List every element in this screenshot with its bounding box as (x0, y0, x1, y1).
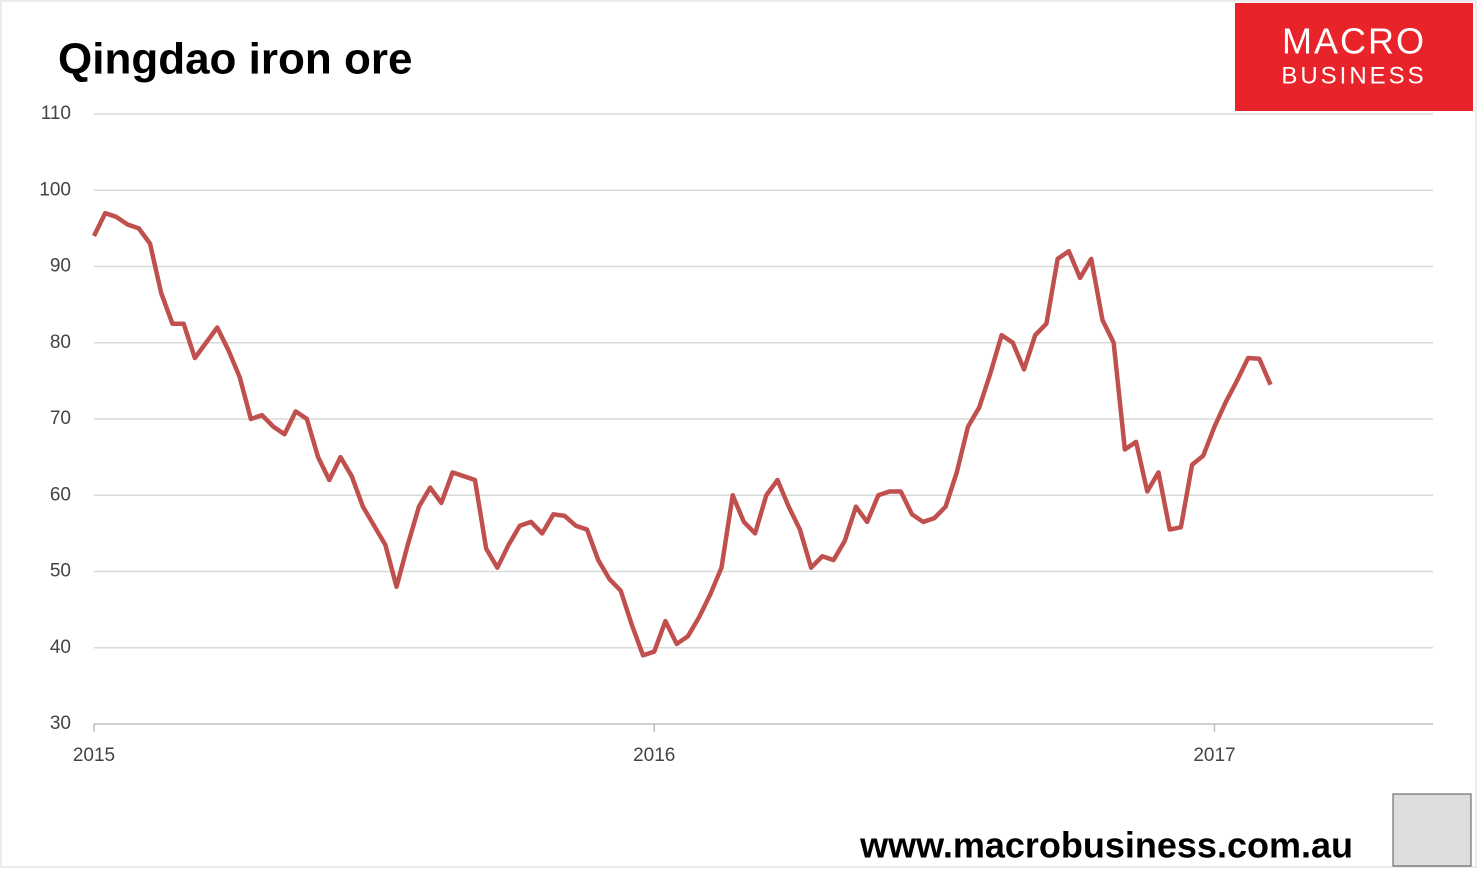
logo-text: BUSINESS (1281, 62, 1426, 89)
y-tick-label: 80 (50, 332, 71, 353)
x-tick-label: 2017 (1193, 745, 1235, 766)
fox-image (1392, 793, 1472, 867)
y-tick-label: 100 (39, 179, 71, 200)
logo-text: MACRO (1282, 21, 1426, 62)
y-tick-label: 50 (50, 561, 71, 582)
chart-title: Qingdao iron ore (58, 35, 412, 84)
footer-url: www.macrobusiness.com.au (859, 825, 1353, 866)
y-tick-label: 110 (41, 103, 71, 124)
y-tick-label: 70 (50, 408, 71, 429)
x-tick-label: 2015 (73, 745, 115, 766)
y-tick-label: 90 (50, 256, 71, 277)
line (91, 210, 1273, 658)
y-tick-label: 60 (50, 484, 71, 505)
x-tick-label: 2016 (633, 745, 675, 766)
y-tick-label: 40 (50, 637, 71, 658)
logo-box (1235, 3, 1473, 111)
y-tick-label: 30 (50, 713, 71, 734)
